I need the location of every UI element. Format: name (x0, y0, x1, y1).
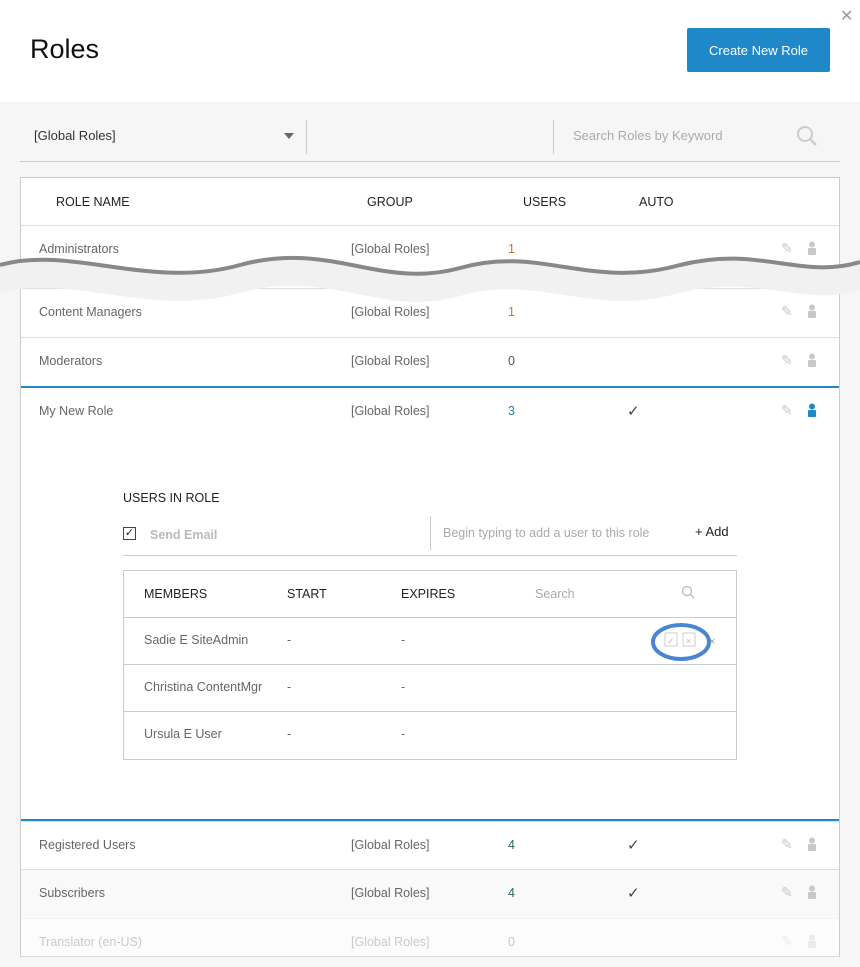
role-group: [Global Roles] (351, 838, 430, 852)
members-search-input[interactable]: Search (535, 587, 575, 601)
user-icon[interactable] (807, 304, 817, 318)
member-start: - (287, 727, 292, 741)
col-group[interactable]: GROUP (367, 195, 413, 209)
divider (553, 120, 554, 154)
group-select[interactable]: [Global Roles] (34, 128, 116, 143)
svg-text:✓: ✓ (667, 636, 675, 646)
header: Roles Create New Role ✕ (0, 0, 860, 102)
role-name: Registered Users (39, 838, 136, 852)
add-label: Add (705, 524, 729, 539)
plus-icon: + (695, 524, 706, 539)
role-row[interactable]: Registered Users [Global Roles] 4 ✓ ✎ (21, 821, 839, 870)
role-users-count: 1 (508, 305, 515, 319)
edit-pencil-icon[interactable]: ✎ (781, 836, 793, 852)
search-roles-input[interactable]: Search Roles by Keyword (573, 128, 723, 143)
chevron-down-icon[interactable] (284, 133, 294, 139)
edit-pencil-icon[interactable]: ✎ (781, 352, 793, 368)
role-name: Content Managers (39, 305, 142, 319)
divider (306, 120, 307, 154)
user-icon[interactable] (807, 241, 817, 255)
remove-member-icon: × (709, 636, 715, 648)
auto-check-icon: ✓ (627, 403, 640, 420)
add-user-input[interactable]: Begin typing to add a user to this role (443, 526, 650, 540)
svg-text:×: × (686, 636, 691, 646)
edit-pencil-icon[interactable]: ✎ (781, 402, 793, 418)
auto-check-icon: ✓ (627, 885, 640, 902)
role-group: [Global Roles] (351, 354, 430, 368)
role-users-count: 3 (508, 404, 515, 418)
role-name: My New Role (39, 404, 114, 418)
user-icon[interactable] (807, 837, 817, 851)
member-name: Ursula E User (144, 727, 222, 741)
edit-pencil-icon[interactable]: ✎ (781, 933, 793, 949)
close-icon[interactable]: ✕ (840, 8, 854, 25)
role-row[interactable]: Translator (en-US) [Global Roles] 0 ✎ (21, 918, 839, 967)
send-email-checkbox[interactable]: ✓ (123, 527, 136, 540)
role-name: Translator (en-US) (39, 935, 143, 949)
role-group: [Global Roles] (351, 404, 430, 418)
role-name: Subscribers (39, 886, 105, 900)
auto-check-icon: ✓ (627, 837, 640, 854)
role-row[interactable]: Subscribers [Global Roles] 4 ✓ ✎ (21, 869, 839, 918)
member-expires: - (401, 633, 406, 647)
col-role-name[interactable]: ROLE NAME (56, 195, 130, 209)
member-start: - (287, 633, 292, 647)
send-email-label: Send Email (150, 528, 218, 542)
user-icon[interactable] (807, 353, 817, 367)
role-users-count: 1 (508, 242, 515, 256)
role-row[interactable]: Moderators [Global Roles] 0 ✎ (21, 337, 839, 386)
col-start: START (287, 587, 327, 601)
col-users[interactable]: USERS (523, 195, 567, 209)
edit-pencil-icon[interactable]: ✎ (781, 884, 793, 900)
role-group: [Global Roles] (351, 886, 430, 900)
member-start: - (287, 680, 292, 694)
set-expiry-date-icon: × (682, 632, 696, 647)
role-row[interactable]: My New Role [Global Roles] 3 ✓ ✎ (21, 386, 839, 821)
role-group: [Global Roles] (351, 305, 430, 319)
member-row[interactable]: Christina ContentMgr - - (124, 664, 736, 711)
member-expires: - (401, 727, 406, 741)
role-group: [Global Roles] (351, 242, 430, 256)
search-icon[interactable] (796, 125, 818, 147)
user-icon[interactable] (807, 885, 817, 899)
add-user-button[interactable]: + Add (695, 524, 729, 539)
set-start-date-icon: ✓ (664, 632, 678, 647)
members-table: MEMBERS START EXPIRES Search Sadie E Sit… (123, 570, 737, 760)
edit-pencil-icon[interactable]: ✎ (781, 240, 793, 256)
create-new-role-button[interactable]: Create New Role (687, 28, 830, 72)
member-row[interactable]: Sadie E SiteAdmin - - ✓ × × (124, 617, 736, 664)
roles-table: ROLE NAME GROUP USERS AUTO Administrator… (20, 177, 840, 967)
col-expires: EXPIRES (401, 587, 456, 601)
role-group: [Global Roles] (351, 935, 430, 949)
divider (123, 555, 737, 556)
user-icon[interactable] (807, 934, 817, 948)
col-members: MEMBERS (144, 587, 208, 601)
member-name: Christina ContentMgr (144, 680, 263, 694)
divider (430, 516, 431, 550)
role-name: Moderators (39, 354, 103, 368)
users-in-role-title: USERS IN ROLE (123, 491, 220, 505)
user-icon[interactable] (807, 403, 817, 417)
role-name: Administrators (39, 242, 119, 256)
role-row[interactable]: Administrators [Global Roles] 1 ✎ (21, 225, 839, 274)
date-actions-highlight: ✓ × × (651, 623, 715, 661)
role-users-count: 4 (508, 838, 515, 852)
cut-wave-divider (0, 255, 860, 302)
member-row[interactable]: Ursula E User - - (124, 711, 736, 758)
page-title: Roles (30, 34, 100, 64)
edit-pencil-icon[interactable]: ✎ (781, 303, 793, 319)
role-users-count: 0 (508, 354, 515, 368)
col-auto[interactable]: AUTO (639, 195, 674, 209)
search-icon[interactable] (681, 585, 695, 599)
filter-bar: [Global Roles] Search Roles by Keyword (20, 115, 840, 162)
member-name: Sadie E SiteAdmin (144, 633, 249, 647)
member-expires: - (401, 680, 406, 694)
role-users-count: 0 (508, 935, 515, 949)
role-users-count: 4 (508, 886, 515, 900)
